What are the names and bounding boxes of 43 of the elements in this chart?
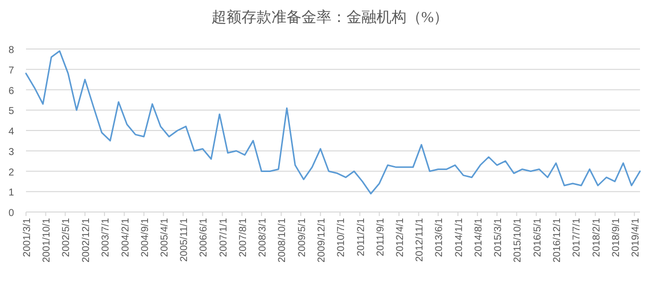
x-tick-label: 2015/3/1 <box>492 218 504 257</box>
x-tick-label: 2015/10/1 <box>512 218 524 262</box>
x-tick-label: 2004/2/1 <box>120 218 132 257</box>
x-tick-label: 2008/10/1 <box>277 218 288 262</box>
x-tick-label: 2014/1/1 <box>454 218 465 257</box>
y-tick-label: 2 <box>8 167 14 178</box>
x-tick-label: 2019/4/1 <box>630 218 642 257</box>
x-tick-label: 2001/3/1 <box>22 218 33 257</box>
x-tick-label: 2014/8/1 <box>473 218 484 257</box>
x-tick-label: 2005/4/1 <box>159 218 170 257</box>
x-tick-label: 2017/7/1 <box>572 218 583 257</box>
x-tick-label: 2009/12/1 <box>316 218 328 262</box>
y-tick-label: 6 <box>8 86 14 97</box>
y-tick-label: 1 <box>8 188 14 199</box>
x-tick-label: 2007/1/1 <box>218 218 230 257</box>
chart-title: 超额存款准备金率：金融机构（%） <box>211 9 449 26</box>
y-tick-label: 5 <box>8 106 14 118</box>
x-tick-label: 2002/12/1 <box>80 218 92 262</box>
x-tick-label: 2018/9/1 <box>610 218 622 257</box>
x-tick-label: 2011/9/1 <box>375 218 386 256</box>
y-tick-label: 4 <box>8 126 14 138</box>
y-tick-label: 8 <box>8 45 14 56</box>
x-tick-label: 2002/5/1 <box>61 218 72 257</box>
x-tick-label: 2006/6/1 <box>198 218 210 257</box>
line-series <box>25 50 641 194</box>
y-tick-label: 0 <box>8 208 14 219</box>
y-tick-label: 3 <box>8 146 14 158</box>
x-tick-label: 2012/4/1 <box>394 218 406 257</box>
x-tick-label: 2010/7/1 <box>336 218 347 257</box>
y-tick-label: 7 <box>8 65 14 76</box>
x-tick-label: 2007/8/1 <box>238 218 249 257</box>
x-tick-label: 2003/7/1 <box>100 218 112 257</box>
x-tick-label: 2008/3/1 <box>258 218 269 257</box>
x-tick-label: 2018/2/1 <box>591 218 602 257</box>
x-tick-label: 2005/11/1 <box>179 218 190 262</box>
x-tick-label: 2004/9/1 <box>140 218 151 257</box>
x-tick-label: 2016/12/1 <box>552 218 563 262</box>
x-tick-label: 2011/2/1 <box>356 218 367 256</box>
x-tick-label: 2013/6/1 <box>434 218 446 257</box>
x-tick-label: 2016/5/1 <box>532 218 544 257</box>
x-tick-label: 2012/11/1 <box>414 218 426 262</box>
x-tick-label: 2001/10/1 <box>42 218 53 262</box>
x-tick-label: 2009/5/1 <box>296 218 308 257</box>
